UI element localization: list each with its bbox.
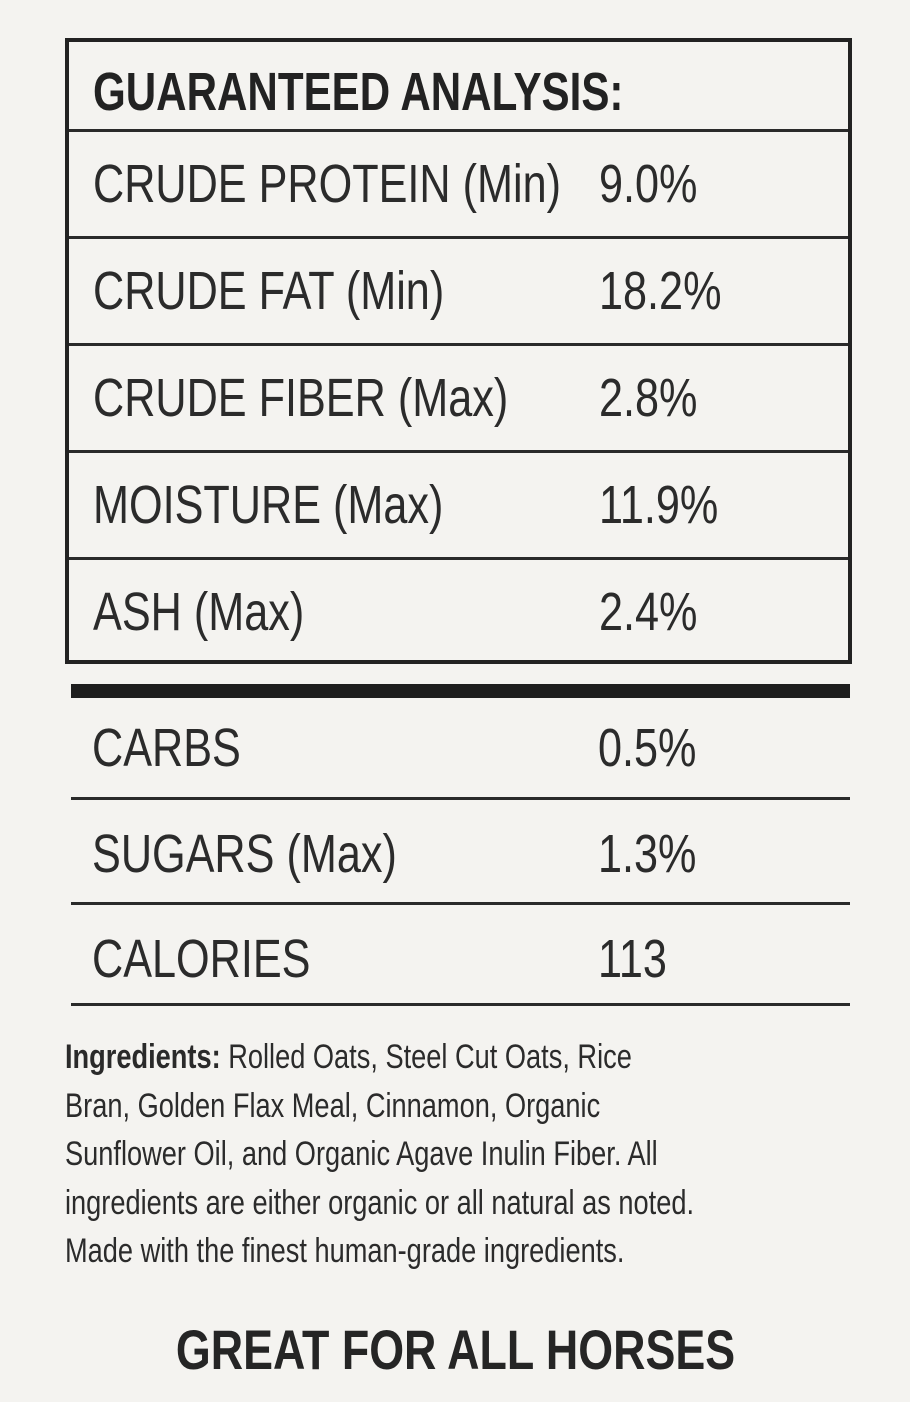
- row-label: MOISTURE (Max): [93, 475, 444, 535]
- ingredients-line: Bran, Golden Flax Meal, Cinnamon, Organi…: [65, 1086, 601, 1125]
- ingredients-line: ingredients are either organic or all na…: [65, 1183, 694, 1222]
- row-label: CRUDE FAT (Min): [93, 261, 445, 321]
- row-value: 2.8%: [599, 368, 698, 428]
- footer-text: GREAT FOR ALL HORSES: [175, 1318, 735, 1381]
- analysis-row: MOISTURE (Max) 11.9%: [69, 450, 848, 557]
- ingredients-heading: Ingredients:: [65, 1038, 221, 1076]
- analysis-row: ASH (Max) 2.4%: [69, 557, 848, 663]
- row-label: CRUDE FIBER (Max): [93, 368, 509, 428]
- analysis-row: CRUDE FAT (Min) 18.2%: [69, 236, 848, 343]
- ingredients-line: Made with the finest human-grade ingredi…: [65, 1232, 625, 1270]
- divider: [71, 797, 850, 800]
- row-value: 2.4%: [599, 582, 698, 642]
- divider: [71, 1003, 850, 1006]
- row-label: ASH (Max): [93, 582, 305, 642]
- ingredients-line: Sunflower Oil, and Organic Agave Inulin …: [65, 1135, 658, 1173]
- analysis-row: CRUDE FIBER (Max) 2.8%: [69, 343, 848, 450]
- row-value: 18.2%: [599, 261, 722, 321]
- ingredients-line: Rolled Oats, Steel Cut Oats, Rice: [220, 1038, 632, 1076]
- calories-label: CALORIES: [92, 929, 311, 989]
- guaranteed-analysis-table: GUARANTEED ANALYSIS: CRUDE PROTEIN (Min)…: [65, 38, 852, 664]
- analysis-title: GUARANTEED ANALYSIS:: [93, 62, 624, 122]
- carbs-value: 0.5%: [598, 718, 697, 778]
- row-label: CRUDE PROTEIN (Min): [93, 154, 562, 214]
- sugars-value: 1.3%: [598, 824, 697, 884]
- divider: [71, 902, 850, 905]
- row-value: 11.9%: [599, 475, 719, 535]
- row-value: 9.0%: [599, 154, 698, 214]
- carbs-label: CARBS: [92, 718, 241, 778]
- calories-value: 113: [598, 929, 667, 989]
- analysis-row: CRUDE PROTEIN (Min) 9.0%: [69, 129, 848, 236]
- ingredients-text: Ingredients: Rolled Oats, Steel Cut Oats…: [65, 1033, 851, 1276]
- thick-divider: [71, 684, 850, 698]
- sugars-label: SUGARS (Max): [92, 824, 397, 884]
- footer-tagline: GREAT FOR ALL HORSES: [0, 1318, 910, 1382]
